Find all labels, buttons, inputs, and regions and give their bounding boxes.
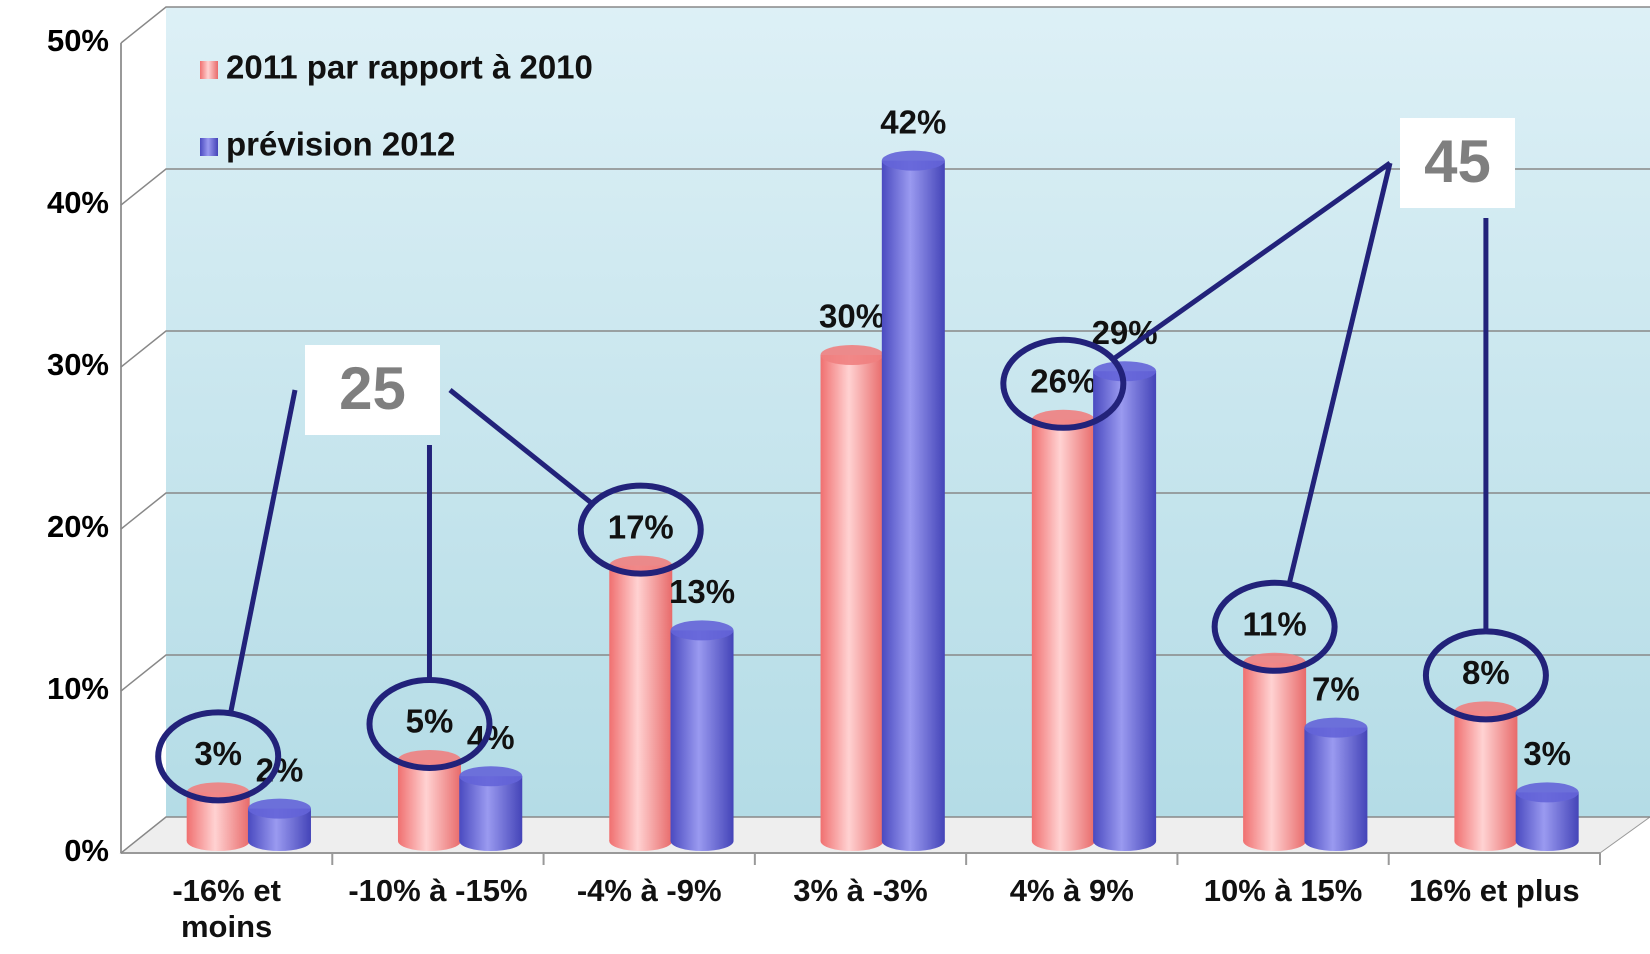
value-label: 26% xyxy=(1030,363,1096,400)
bar-cap xyxy=(881,150,945,171)
bar-cap xyxy=(1093,361,1157,382)
y-tick-label: 50% xyxy=(47,23,109,58)
bar xyxy=(1031,419,1095,841)
y-tick-label: 20% xyxy=(47,509,109,544)
x-tick-label: -4% à -9% xyxy=(576,873,722,908)
cylinder xyxy=(881,150,945,851)
bar xyxy=(1454,711,1518,841)
bar xyxy=(1243,662,1307,841)
value-label: 17% xyxy=(608,508,674,545)
highlight-circle xyxy=(1000,336,1127,431)
bar-cap xyxy=(820,345,884,365)
y-tick-label: 30% xyxy=(47,347,109,382)
bar xyxy=(459,776,523,841)
cylinder xyxy=(670,620,734,851)
callout-line xyxy=(228,389,298,712)
value-label: 30% xyxy=(819,298,885,335)
value-label: 42% xyxy=(880,103,946,140)
y-tick-label: 10% xyxy=(47,671,109,706)
bar xyxy=(1304,727,1368,841)
highlight-circle xyxy=(366,677,493,771)
cylinder xyxy=(1243,652,1307,851)
highlight-circle xyxy=(1422,628,1549,723)
value-label: 3% xyxy=(1523,735,1571,772)
grid-line xyxy=(120,6,1650,44)
bar-cap xyxy=(459,766,523,787)
highlight-circle xyxy=(155,709,282,804)
legend-swatch xyxy=(200,138,218,156)
callout-line xyxy=(448,388,593,505)
value-label: 11% xyxy=(1243,606,1307,643)
cylinder xyxy=(1093,361,1157,851)
legend-label: 2011 par rapport à 2010 xyxy=(226,49,593,86)
highlight-circle xyxy=(577,482,704,577)
value-label: 8% xyxy=(1462,654,1510,691)
highlight-circle xyxy=(1211,579,1338,674)
bar xyxy=(609,565,673,841)
callout-box xyxy=(305,345,440,435)
x-tick-label: 10% à 15% xyxy=(1203,873,1363,908)
x-tick-label: -10% à -15% xyxy=(348,873,528,908)
bar-cap xyxy=(1304,717,1368,738)
legend-swatch xyxy=(200,61,218,79)
grid-line xyxy=(120,168,1650,206)
value-label: 3% xyxy=(194,735,242,772)
y-tick-label: 40% xyxy=(47,185,109,220)
bar xyxy=(397,760,461,841)
bar xyxy=(820,355,884,841)
callout-text: 25 xyxy=(339,355,406,422)
x-tick-label: 4% à 9% xyxy=(1009,873,1134,908)
cylinder xyxy=(820,345,884,851)
cylinder xyxy=(459,766,523,851)
value-label: 5% xyxy=(406,703,454,740)
legend-label: prévision 2012 xyxy=(226,126,455,163)
cylinder xyxy=(609,555,673,851)
cylinder xyxy=(1304,717,1368,851)
callout-text: 45 xyxy=(1424,128,1491,195)
value-label: 13% xyxy=(669,573,735,610)
callout-line xyxy=(1287,162,1393,583)
bar xyxy=(881,160,945,842)
bar-cap xyxy=(1515,782,1579,803)
x-tick-label: -16% et moins xyxy=(172,873,281,944)
cylinder xyxy=(1515,782,1579,851)
x-tick-label: 16% et plus xyxy=(1409,873,1580,908)
bar-cap xyxy=(247,798,311,819)
x-tick-label: 3% à -3% xyxy=(793,873,928,908)
bar xyxy=(670,630,734,841)
cylinder xyxy=(1031,409,1095,851)
bar xyxy=(1093,371,1157,841)
cylinder xyxy=(186,782,250,851)
bar-cap xyxy=(670,620,734,641)
cylinder xyxy=(1454,701,1518,851)
callout-box xyxy=(1400,118,1515,208)
callout-line xyxy=(1113,160,1392,361)
y-tick-label: 0% xyxy=(64,833,109,868)
value-label: 7% xyxy=(1312,670,1360,707)
cylinder xyxy=(397,750,461,851)
cylinder xyxy=(247,798,311,851)
